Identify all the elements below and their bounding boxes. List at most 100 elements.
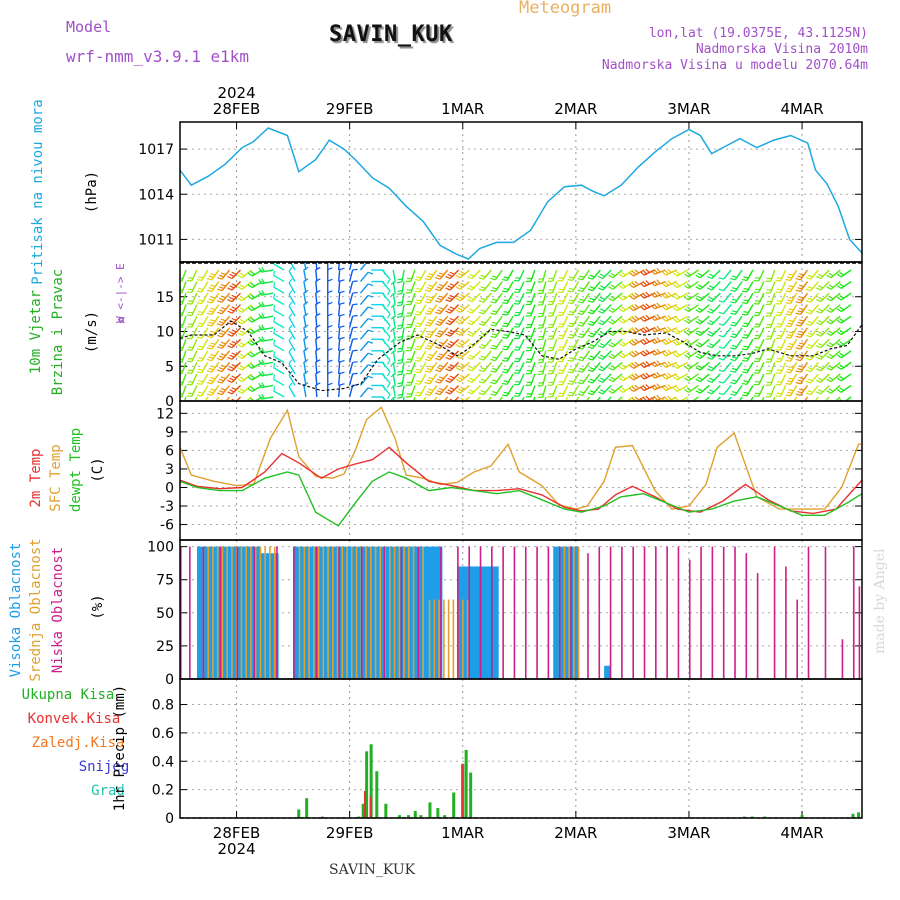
wind-barb-flag (396, 350, 403, 353)
wind-barb-flag (600, 377, 606, 381)
wind-barb-flag (502, 325, 508, 328)
wind-barb-flag (706, 322, 713, 326)
wind-barb-flag (387, 394, 391, 400)
wind-barb (770, 362, 776, 374)
wind-barb-flag (718, 323, 724, 326)
wind-barb (749, 396, 754, 401)
wind-barb-flag (579, 298, 585, 302)
wind-barb-flag (618, 377, 624, 382)
precip-total-bar (297, 809, 301, 818)
wind-barb (506, 327, 514, 339)
wind-barb-flag (460, 293, 466, 298)
wind-barb (606, 396, 612, 401)
wind-barb-flag (795, 301, 801, 304)
wind-barb-flag (467, 322, 473, 326)
wind-barb (315, 292, 318, 305)
wind-barb (770, 339, 776, 351)
wind-barb (699, 269, 710, 279)
wind-barb-flag (387, 336, 391, 342)
wind-barb (746, 350, 754, 362)
wind-barb-flag (219, 402, 224, 404)
wind-barb-flag (730, 278, 736, 281)
wind-barb-flag (621, 364, 626, 369)
wind-barb (622, 384, 634, 393)
wind-barb (581, 385, 590, 396)
wind-barb-flag (261, 336, 265, 342)
wind-barb (622, 361, 634, 370)
wind-barb (521, 396, 525, 401)
wind-barb-flag (239, 365, 245, 369)
wind-barb-flag (538, 312, 544, 315)
wind-barb-flag (198, 276, 204, 279)
cloud-high-bar (400, 546, 405, 679)
wind-barb-flag (435, 276, 441, 280)
wind-barb (592, 361, 601, 373)
wind-barb-flag (414, 313, 420, 316)
wind-barb-flag (478, 334, 484, 338)
wind-barb-flag (589, 355, 595, 359)
x-tick-label-top: 29FEB (326, 100, 373, 118)
wind-barb-flag (597, 322, 603, 326)
wind-barb (241, 315, 252, 325)
cloud-mid-bar (336, 546, 339, 679)
wind-barb-flag (672, 376, 678, 381)
wind-barb-flag (826, 274, 832, 279)
wind-barb-flag (315, 278, 321, 282)
wind-barb-flag (455, 355, 461, 360)
wind-barb-flag (807, 390, 813, 393)
wind-barb (571, 373, 580, 385)
wind-barb (337, 350, 341, 363)
wind-barb (734, 327, 743, 338)
wind-barb-flag (273, 328, 276, 334)
wind-barb-flag (538, 301, 544, 303)
wind-barb-flag (478, 276, 484, 280)
wind-barb (542, 327, 547, 340)
wind-barb (392, 362, 396, 375)
wind-barb-flag (237, 355, 243, 360)
wind-barb (820, 281, 830, 291)
wind-barb (410, 385, 416, 397)
wind-barb-flag (218, 320, 225, 324)
wind-barb (592, 315, 601, 326)
wind-barb-flag (597, 391, 603, 395)
sfc-temp-line (179, 406, 862, 510)
wind-barb (348, 385, 354, 398)
wind-barb-flag (684, 331, 689, 336)
wind-barb-flag (826, 297, 832, 302)
wind-barb (506, 315, 514, 327)
wind-barb (612, 304, 623, 313)
wind-barb-flag (807, 332, 813, 336)
cloud-mid-bar (216, 546, 219, 679)
wind-barb-flag (227, 275, 233, 280)
wind-barb-flag (656, 360, 661, 365)
wind-barb (561, 292, 569, 305)
wind-barb (381, 292, 391, 303)
wind-barb-flag (787, 368, 793, 371)
wind-barb-flag (239, 272, 245, 277)
wind-barb (348, 315, 354, 328)
wind-barb-flag (537, 373, 543, 376)
wind-barb-flag (435, 323, 441, 326)
wind-barb-flag (741, 278, 748, 281)
altitude-model: Nadmorska Visina u modelu 2070.64m (601, 58, 868, 73)
wind-barb (830, 315, 841, 325)
wind-barb-flag (639, 340, 645, 345)
wind-barb (215, 396, 220, 401)
wind-barb-flag (457, 319, 463, 323)
wind-barb-flag (478, 392, 484, 396)
wind-barb-flag (490, 301, 496, 304)
wind-barb-flag (672, 387, 678, 392)
wind-barb-flag (706, 310, 713, 314)
wind-barb-flag (788, 273, 794, 276)
cloud-low-bar (711, 546, 714, 679)
wind-barb-flag (634, 327, 640, 332)
wind-barb-flag (220, 307, 226, 310)
wind-barb (612, 327, 623, 336)
wind-barb-flag (672, 364, 678, 369)
precip-total-bar (857, 812, 861, 818)
wind-barb (483, 304, 492, 315)
wind-barb-flag (631, 328, 637, 333)
wind-barb (392, 316, 396, 329)
wind-barb (191, 373, 198, 386)
wind-barb-flag (490, 312, 496, 316)
